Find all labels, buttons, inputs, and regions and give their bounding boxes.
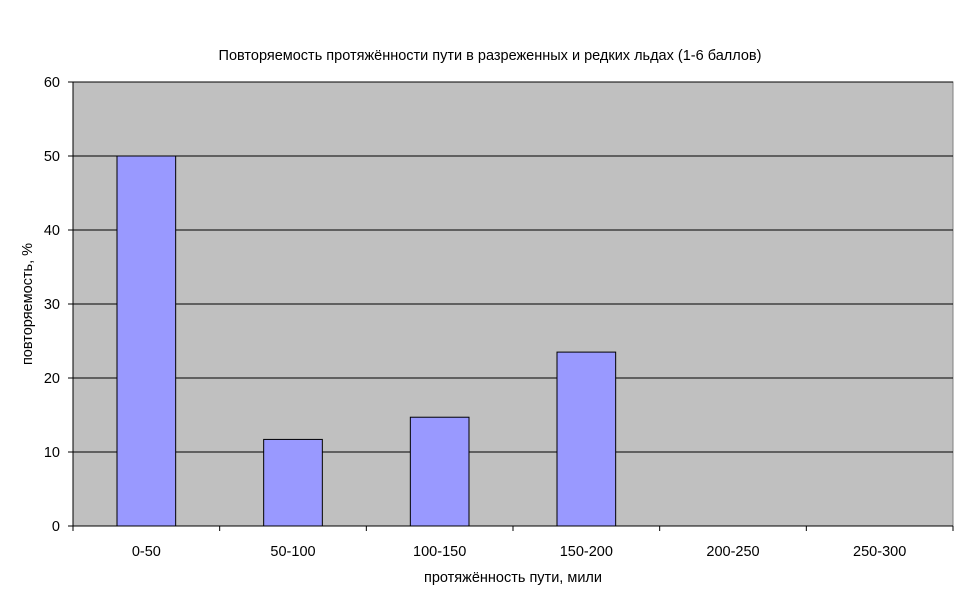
x-tick-label: 250-300 xyxy=(853,544,906,560)
y-tick-label: 10 xyxy=(44,445,60,461)
x-tick-label: 150-200 xyxy=(560,544,613,560)
bars xyxy=(116,155,617,527)
bar-50-100 xyxy=(263,438,323,527)
bar-0-50 xyxy=(116,155,177,527)
y-axis-label: повторяемость, % xyxy=(20,243,36,365)
x-tick-labels: 0-50 50-100 100-150 150-200 200-250 250-300 xyxy=(132,544,906,560)
bar-150-200 xyxy=(556,351,617,527)
y-tick-label: 30 xyxy=(44,297,60,313)
y-tick-label: 50 xyxy=(44,149,60,165)
x-tick-label: 50-100 xyxy=(270,544,315,560)
x-tick-label: 200-250 xyxy=(706,544,759,560)
y-tick-label: 0 xyxy=(52,519,60,535)
bar-100-150 xyxy=(409,416,470,527)
y-tick-label: 60 xyxy=(44,75,60,91)
y-tick-label: 40 xyxy=(44,223,60,239)
y-tick-labels: 0 10 20 30 40 50 60 xyxy=(44,75,60,535)
axes xyxy=(68,81,954,531)
x-tick-label: 100-150 xyxy=(413,544,466,560)
x-axis-label: протяжённость пути, мили xyxy=(424,570,602,586)
chart-title: Повторяемость протяжённости пути в разре… xyxy=(219,48,762,64)
y-tick-label: 20 xyxy=(44,371,60,387)
gridlines xyxy=(73,81,953,453)
x-tick-label: 0-50 xyxy=(132,544,161,560)
